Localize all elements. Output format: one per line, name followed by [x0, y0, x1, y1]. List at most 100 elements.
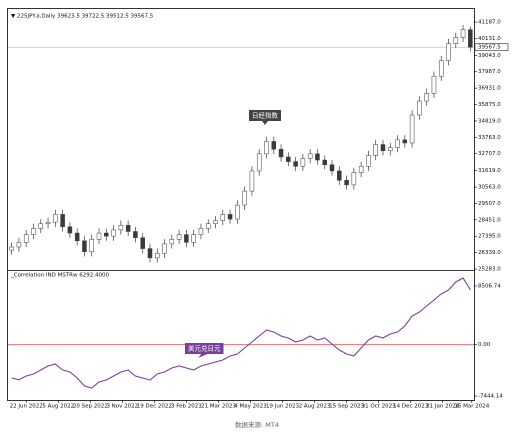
candle-body: [184, 234, 189, 243]
y-tick-label: 29507.0: [478, 201, 501, 207]
candle-body: [395, 139, 400, 148]
candle-body: [125, 225, 131, 232]
candle-body: [300, 158, 306, 167]
y-tick-label: 37987.0: [478, 69, 501, 75]
y-tick-label: 40131.0: [478, 36, 501, 42]
candle-body: [227, 214, 233, 220]
candle-body: [358, 166, 364, 173]
price-label-box: [474, 43, 509, 51]
pane-header: ▼ 225JPY.a,Daily 39623.5 39722.5 39512.5…: [11, 14, 154, 20]
x-tick-label: 19 Jun 2023: [266, 404, 300, 410]
x-tick-label: 19 Dec 2022: [137, 404, 172, 410]
y-tick-label: 28451.0: [478, 217, 501, 223]
candle-body: [111, 229, 116, 237]
candle-body: [256, 153, 262, 172]
x-tick-label: 2 Aug 2023: [299, 404, 331, 410]
y-tick-label: 25283.0: [478, 267, 501, 273]
candle-body: [409, 114, 415, 144]
y-tick-label: 27395.0: [478, 234, 501, 240]
candle-body: [191, 234, 196, 243]
candle-body: [424, 93, 429, 102]
candle-body: [402, 139, 408, 144]
candle-body: [9, 246, 14, 251]
candle-body: [147, 248, 153, 259]
line: [11, 277, 471, 389]
candle-body: [38, 223, 44, 229]
candle-body: [169, 239, 175, 245]
candle-body: [31, 228, 36, 235]
candle-body: [468, 29, 473, 48]
candle-body: [366, 155, 371, 167]
candle-body: [293, 161, 298, 167]
y-tick-label: 36931.0: [478, 86, 501, 92]
candle-body: [307, 153, 313, 159]
candle-body: [220, 214, 226, 221]
candle-body: [388, 147, 393, 151]
candle-body: [140, 237, 145, 249]
candle-body: [198, 228, 204, 235]
x-tick-label: 15 Sep 2023: [329, 404, 364, 410]
candle-body: [264, 141, 269, 155]
annotation-pointer: [198, 354, 208, 358]
candle-body: [45, 221, 51, 224]
candle-body: [417, 100, 422, 116]
candle-body: [23, 234, 29, 243]
candle-body: [315, 153, 320, 161]
pane-header: _Correlation IND MSTRw 6292.4000: [10, 273, 109, 279]
y-tick-label: 33763.0: [478, 135, 501, 141]
y-tick-label: 30563.0: [478, 185, 501, 191]
frame: [7, 8, 475, 401]
y-tick-label: 32707.0: [478, 151, 501, 157]
y-tick-label: -7444.14: [478, 394, 503, 400]
candle-body: [271, 141, 277, 150]
candle-body: [133, 231, 138, 238]
candle-body: [89, 239, 94, 252]
annotation-pointer: [262, 121, 268, 125]
y-tick-label: 8506.74: [478, 284, 501, 290]
y-tick-label: 31619.0: [478, 168, 501, 174]
candle-body: [242, 190, 247, 206]
candle-body: [53, 214, 58, 223]
candle-body: [155, 252, 160, 259]
candle-body: [373, 144, 378, 156]
candle-body: [104, 232, 109, 237]
candle-body: [60, 214, 65, 228]
candle-body: [16, 242, 22, 248]
candle-body: [235, 204, 240, 220]
candle-body: [380, 144, 386, 151]
x-tick-label: 20 Sep 2022: [73, 404, 108, 410]
y-tick-label: 39043.0: [478, 53, 501, 59]
candle-body: [96, 232, 102, 240]
x-tick-label: 5 Aug 2022: [42, 404, 74, 410]
candle-body: [278, 148, 284, 158]
candle-body: [446, 43, 451, 61]
x-tick-label: 31 Jan 2024: [426, 404, 459, 410]
y-tick-label: 41187.0: [478, 20, 501, 26]
x-tick-label: 3 Nov 2022: [106, 404, 138, 410]
y-tick-label: 35875.0: [478, 102, 501, 108]
candle-body: [213, 220, 218, 224]
candle-body: [162, 243, 167, 254]
candle-body: [453, 37, 459, 44]
candle-body: [286, 156, 291, 162]
candle-body: [249, 170, 255, 192]
candle-body: [67, 226, 73, 234]
candle-body: [438, 60, 444, 77]
candle-body: [344, 179, 349, 186]
y-tick-label: 0.00: [478, 342, 491, 348]
y-tick-label: 26339.0: [478, 250, 501, 256]
x-tick-label: 15 Mar 2024: [454, 404, 489, 410]
annotation-box: [185, 343, 224, 354]
candle-body: [329, 164, 335, 172]
x-tick-label: 22 Jun 2022: [10, 404, 43, 410]
annotation: 日经指数: [252, 111, 279, 120]
candle-body: [176, 234, 182, 240]
caption: 数据来源: MT4: [235, 420, 279, 429]
candle-body: [431, 75, 437, 94]
x-tick-label: 4 May 2023: [234, 404, 267, 410]
x-tick-label: 3 Feb 2023: [171, 404, 202, 410]
annotation: 美元兑日元: [188, 344, 221, 353]
candle-body: [337, 170, 342, 181]
candle-body: [351, 172, 357, 186]
